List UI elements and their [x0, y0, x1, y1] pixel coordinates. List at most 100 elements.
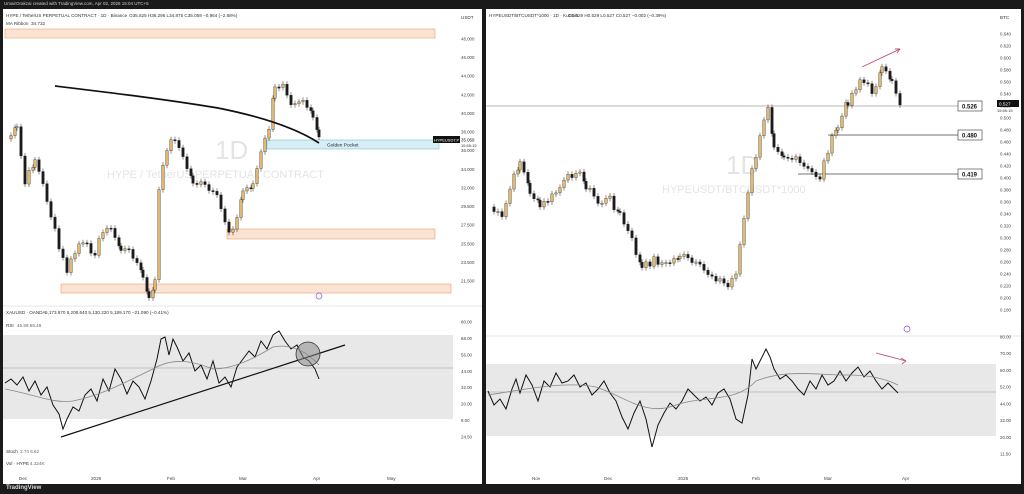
- right-candle: [652, 256, 656, 267]
- level-box-0419: [957, 168, 983, 180]
- right-price-tick: 0.640: [1000, 32, 1012, 37]
- right-time-axis: Nov Dec 2026 Feb Mar Apr: [532, 476, 910, 481]
- right-price-tick: 0.220: [1000, 284, 1012, 289]
- right-candle: [710, 274, 714, 277]
- left-rsi-line: [4, 330, 320, 431]
- level-label-0419: 0.419: [962, 173, 978, 179]
- left-candle: [219, 194, 223, 210]
- right-candle: [790, 158, 794, 160]
- right-candle: [862, 79, 866, 83]
- right-candle: [754, 157, 758, 169]
- left-time-label: Feb: [167, 476, 175, 481]
- right-candle: [770, 107, 774, 134]
- right-candle: [894, 80, 898, 94]
- right-price-tick: 0.540: [1000, 92, 1012, 97]
- right-rsi-tick: 20.00: [1000, 435, 1012, 440]
- left-ma-value: 34.732: [31, 21, 45, 26]
- left-candle: [227, 221, 231, 233]
- right-time-label: Feb: [752, 476, 760, 481]
- left-price-tick: 29.500: [461, 204, 475, 209]
- left-stoch-label: Stoch: [6, 449, 18, 454]
- left-candle: [277, 86, 281, 89]
- left-price-tick: 38.000: [461, 130, 475, 135]
- right-candle: [836, 127, 840, 131]
- left-candle: [69, 258, 73, 273]
- right-candle: [500, 211, 504, 217]
- left-price-tick: 32.000: [461, 185, 475, 190]
- left-candle: [181, 147, 185, 157]
- right-candle: [806, 166, 810, 169]
- left-price-tick: 42.000: [461, 92, 475, 97]
- left-candle: [73, 253, 77, 260]
- right-candle: [640, 261, 644, 268]
- left-rsi-axis: 80.00 68.00 56.00 44.00 32.00 20.00 8.00 24.50: [461, 320, 473, 440]
- right-candle: [798, 156, 802, 163]
- left-candle: [89, 243, 93, 254]
- left-candle: [139, 262, 143, 271]
- right-candle: [630, 230, 634, 239]
- right-title: HYPEUSDT/BTCUSDT*1000 · 1D · KuCoin: [489, 13, 579, 18]
- left-price-tag: [433, 136, 460, 143]
- right-candle: [686, 254, 690, 259]
- right-candle: [496, 211, 500, 213]
- right-candle: [638, 254, 642, 263]
- left-candle: [23, 155, 27, 185]
- right-price-tag-value: 0.527: [999, 101, 1011, 106]
- left-price-tick: 40.000: [461, 111, 475, 116]
- right-candle: [786, 157, 790, 159]
- right-candle: [634, 237, 638, 255]
- left-candle: [41, 171, 45, 184]
- right-candle: [672, 258, 676, 264]
- left-rsi-tick: 32.00: [461, 385, 473, 390]
- right-rsi-tick: 60.00: [1000, 368, 1012, 373]
- right-candle: [850, 93, 854, 106]
- right-candle: [588, 188, 592, 190]
- right-candle: [858, 79, 862, 90]
- right-rsi-band: [486, 364, 996, 436]
- header-bar: UmairOrakzai created with TradingView.co…: [0, 0, 1024, 9]
- left-vol-label: Vol · HYPE: [6, 461, 29, 466]
- left-rsi-ma-line: [4, 345, 320, 402]
- left-candle: [251, 183, 255, 189]
- right-candle: [722, 278, 726, 284]
- right-candle: [802, 162, 806, 167]
- left-candle: [259, 151, 263, 169]
- right-time-label: Nov: [532, 476, 541, 481]
- left-candle: [9, 135, 13, 140]
- right-rsi-tick: 52.00: [1000, 385, 1012, 390]
- right-candle: [612, 195, 616, 210]
- right-candle: [766, 107, 770, 121]
- left-candle: [15, 126, 19, 129]
- right-candle: [878, 72, 882, 87]
- right-candle: [542, 201, 546, 208]
- left-rsi-tick: 24.50: [461, 435, 473, 440]
- left-price-tick: 36.000: [461, 148, 475, 153]
- right-event-marker[interactable]: [903, 325, 911, 333]
- header-text: UmairOrakzai created with TradingView.co…: [4, 1, 149, 6]
- left-rsi-tick: 20.00: [461, 402, 473, 407]
- left-candle: [255, 168, 259, 184]
- right-candle: [678, 256, 682, 259]
- right-candle: [826, 152, 830, 162]
- right-candle: [600, 203, 604, 205]
- left-candle: [119, 245, 123, 251]
- left-price-tick: 44.000: [461, 74, 475, 79]
- left-candle: [61, 248, 65, 258]
- left-candle: [49, 201, 53, 218]
- right-candle: [880, 66, 884, 74]
- left-candle: [97, 238, 101, 256]
- left-candle: [195, 183, 199, 185]
- left-rsi-band: [3, 335, 453, 419]
- left-candle: [157, 189, 161, 280]
- right-candle: [706, 270, 710, 275]
- left-candle: [161, 165, 165, 190]
- left-candle: [215, 191, 219, 196]
- right-price-tick: 0.200: [1000, 296, 1012, 301]
- left-event-marker[interactable]: [315, 292, 323, 300]
- left-candle: [109, 227, 113, 230]
- right-candle: [516, 169, 520, 175]
- right-candle: [508, 188, 512, 204]
- left-candle: [189, 168, 193, 176]
- right-candle: [584, 181, 588, 190]
- left-candle: [203, 181, 207, 185]
